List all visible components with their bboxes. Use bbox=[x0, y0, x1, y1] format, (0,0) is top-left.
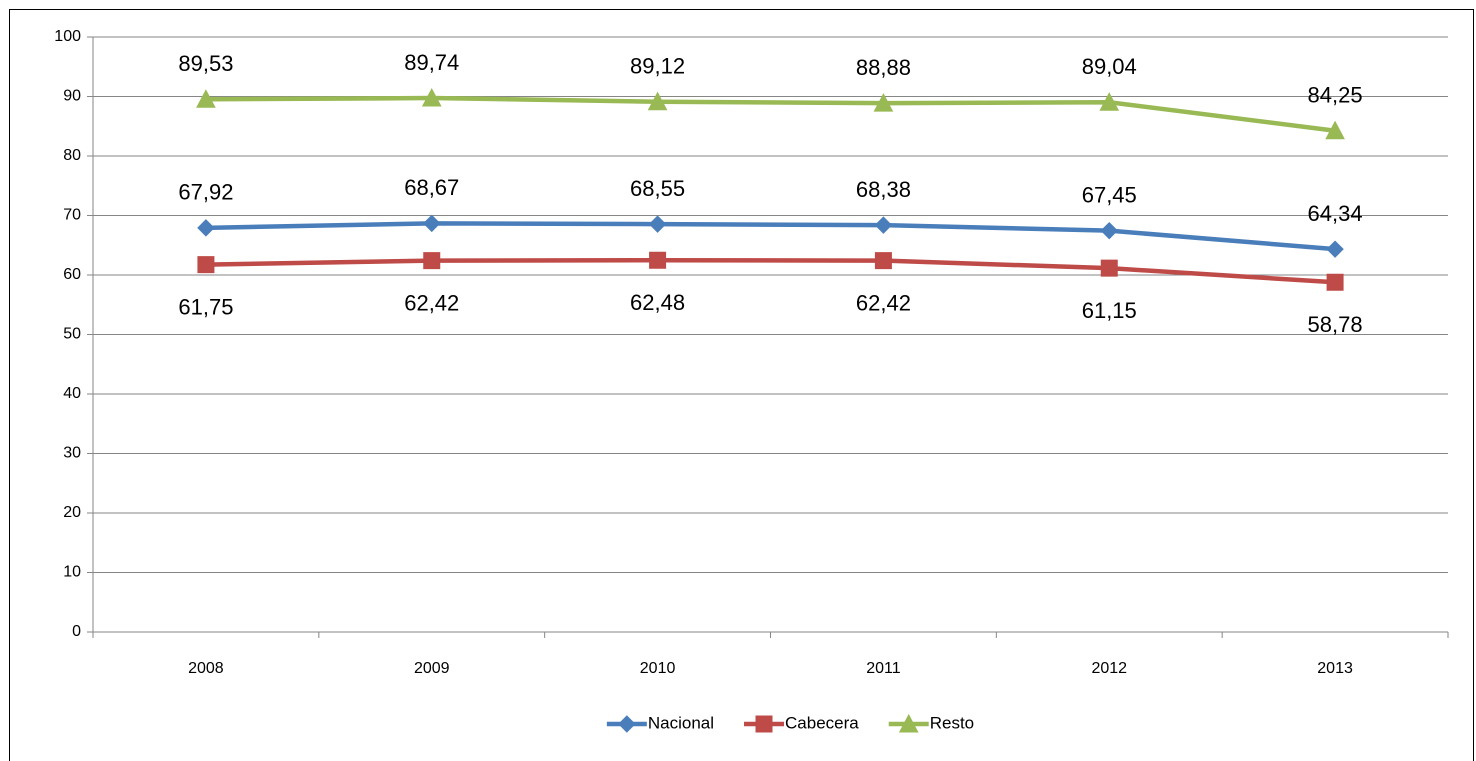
data-label: 67,45 bbox=[1082, 182, 1137, 207]
data-label: 64,34 bbox=[1308, 201, 1363, 226]
data-label: 84,25 bbox=[1308, 83, 1363, 108]
data-point bbox=[1099, 92, 1120, 111]
legend-label: Cabecera bbox=[785, 713, 859, 732]
data-label: 62,42 bbox=[404, 290, 459, 315]
data-point bbox=[874, 252, 892, 270]
x-tick-label: 2013 bbox=[1317, 660, 1353, 677]
data-label: 89,12 bbox=[630, 54, 685, 79]
data-point bbox=[874, 216, 893, 234]
data-label: 68,55 bbox=[630, 176, 685, 201]
data-label: 58,78 bbox=[1308, 312, 1363, 337]
y-tick-label: 20 bbox=[63, 504, 81, 521]
x-tick-label: 2011 bbox=[866, 660, 901, 677]
x-tick-label: 2008 bbox=[188, 660, 224, 677]
y-tick-label: 30 bbox=[63, 445, 81, 462]
y-tick-label: 70 bbox=[63, 207, 81, 224]
y-tick-label: 10 bbox=[63, 564, 81, 581]
data-label: 62,42 bbox=[856, 290, 911, 315]
y-tick-label: 100 bbox=[54, 28, 81, 45]
data-label: 67,92 bbox=[178, 180, 233, 205]
y-tick-label: 0 bbox=[72, 623, 81, 640]
data-point bbox=[1100, 259, 1118, 277]
data-point bbox=[196, 89, 216, 108]
data-label: 89,04 bbox=[1082, 54, 1137, 79]
data-point bbox=[649, 251, 667, 269]
x-tick-label: 2009 bbox=[414, 660, 450, 677]
data-point bbox=[421, 87, 442, 107]
data-label: 68,67 bbox=[404, 175, 459, 200]
data-label: 88,88 bbox=[856, 55, 911, 80]
series-line bbox=[205, 257, 1336, 285]
data-point bbox=[1100, 221, 1118, 240]
legend-item: Resto bbox=[888, 713, 974, 733]
data-point bbox=[197, 219, 215, 237]
data-label: 68,38 bbox=[856, 177, 911, 202]
series-line bbox=[205, 95, 1336, 133]
y-tick-label: 50 bbox=[63, 326, 81, 343]
legend-item: Nacional bbox=[606, 713, 714, 733]
legend-label: Nacional bbox=[648, 713, 714, 732]
y-tick-label: 90 bbox=[63, 88, 81, 105]
legend-item: Cabecera bbox=[744, 713, 859, 733]
data-label: 89,74 bbox=[404, 50, 459, 75]
data-label: 61,15 bbox=[1082, 298, 1137, 323]
legend: Nacional Cabecera Resto bbox=[606, 713, 974, 733]
legend-marker bbox=[618, 715, 636, 733]
x-tick-label: 2010 bbox=[640, 660, 676, 677]
y-tick-label: 60 bbox=[63, 266, 81, 283]
data-point bbox=[647, 91, 668, 111]
data-point bbox=[648, 215, 667, 233]
x-tick-label: 2012 bbox=[1091, 660, 1127, 677]
y-tick-label: 40 bbox=[63, 385, 81, 402]
chart-frame bbox=[9, 9, 1474, 761]
data-point bbox=[423, 214, 441, 233]
data-label: 89,53 bbox=[178, 51, 233, 76]
data-point bbox=[873, 93, 894, 112]
legend-label: Resto bbox=[930, 713, 974, 732]
series-line bbox=[205, 221, 1336, 252]
data-point bbox=[1326, 240, 1344, 258]
legend-marker bbox=[755, 715, 773, 733]
data-label: 62,48 bbox=[630, 290, 685, 315]
data-point bbox=[423, 252, 441, 270]
data-point bbox=[1325, 120, 1345, 140]
y-tick-label: 80 bbox=[63, 147, 81, 164]
legend-marker bbox=[898, 713, 919, 733]
data-point bbox=[1326, 273, 1344, 291]
data-point bbox=[197, 256, 215, 274]
data-label: 61,75 bbox=[178, 294, 233, 319]
